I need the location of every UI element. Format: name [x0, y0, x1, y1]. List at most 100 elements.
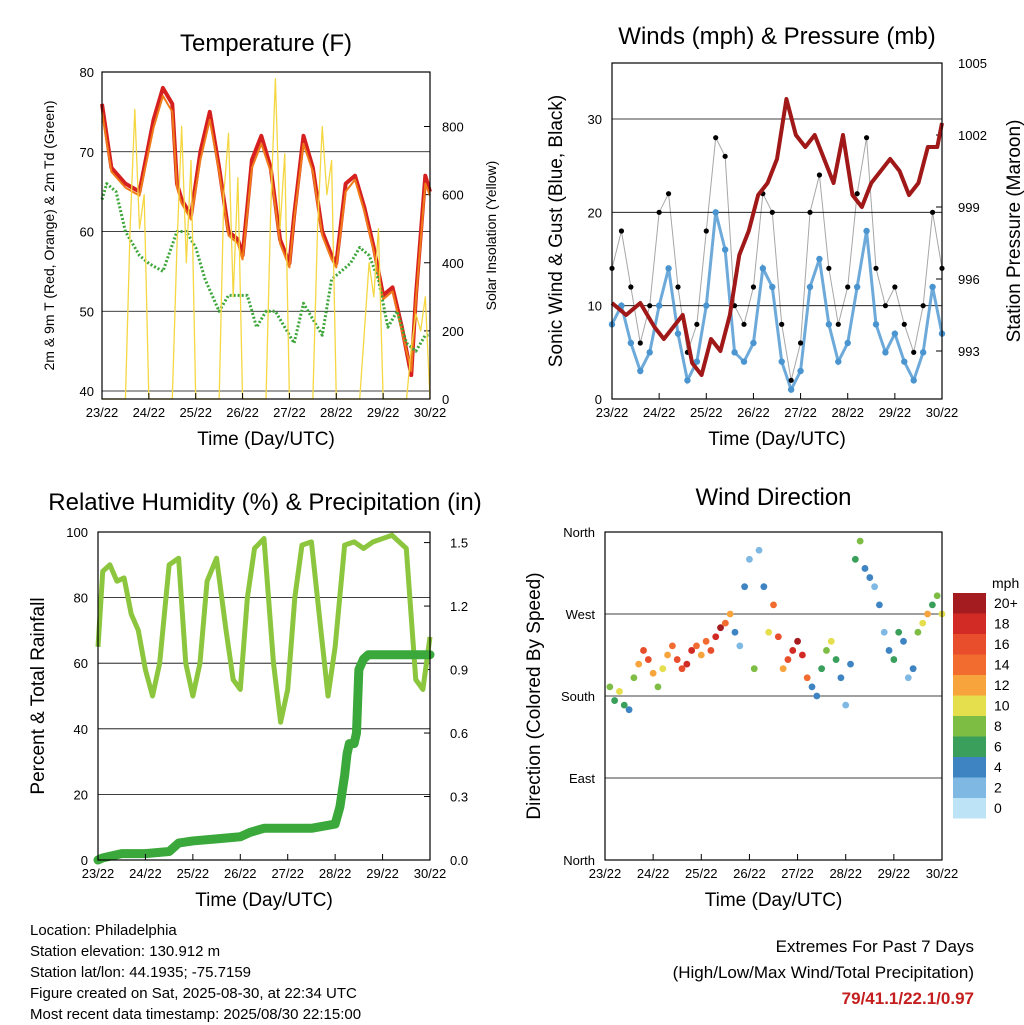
direction-point [644, 656, 652, 663]
series-wind [608, 209, 946, 394]
y-tick-label: 10 [588, 299, 602, 314]
extremes-summary: Extremes For Past 7 Days (High/Low/Max W… [673, 934, 974, 1012]
series-rh [95, 532, 433, 725]
direction-point [924, 610, 931, 618]
direction-point [770, 601, 777, 609]
direction-point [760, 583, 768, 591]
gust-point [769, 209, 775, 215]
y2-tick-label: 0.0 [450, 853, 468, 868]
direction-point [837, 674, 845, 682]
direction-point [649, 669, 657, 677]
recent-text: Most recent data timestamp: 2025/08/30 2… [30, 1006, 362, 1023]
y2-tick-label: 200 [442, 324, 464, 339]
y-tick-label: North [563, 525, 595, 540]
legend-label: 4 [994, 759, 1002, 775]
x-tick-label: 28/22 [831, 405, 864, 420]
x-tick-label: 30/22 [926, 405, 959, 420]
direction-point [890, 656, 898, 663]
y-tick-label: 100 [66, 525, 88, 540]
gust-point [845, 284, 851, 290]
direction-point [933, 592, 941, 600]
x-tick-label: 25/22 [177, 866, 210, 881]
gust-point [892, 284, 898, 290]
direction-point [827, 637, 835, 645]
y2-tick-label: 999 [958, 200, 980, 215]
gust-point [703, 228, 709, 234]
y-tick-label: East [569, 771, 595, 786]
direction-point [803, 674, 811, 682]
direction-point [664, 651, 671, 659]
gust-point [713, 135, 719, 141]
gust-point [863, 135, 870, 141]
direction-point [697, 651, 705, 659]
series-precip [93, 650, 435, 865]
y-axis-label: Sonic Wind & Gust (Blue, Black) [546, 95, 567, 367]
gust-point [797, 340, 804, 346]
gust-point [826, 265, 832, 271]
direction-point [606, 683, 614, 691]
gust-point [618, 228, 625, 234]
y2-tick-label: 600 [442, 188, 464, 203]
gust-point [722, 153, 728, 159]
x-tick-label: 24/22 [637, 866, 670, 881]
direction-point [823, 647, 830, 654]
y2-tick-label: 1005 [958, 56, 987, 71]
legend-swatch [953, 716, 986, 737]
direction-point [842, 701, 850, 709]
direction-point [669, 642, 676, 650]
direction-point [904, 674, 912, 682]
chart-title: Temperature (F) [180, 30, 352, 57]
legend-swatch [953, 757, 986, 778]
y2-axis-label: Solar Insolation (Yellow) [483, 161, 499, 311]
x-tick-label: 27/22 [273, 405, 306, 420]
x-tick-label: 26/22 [224, 866, 257, 881]
x-tick-label: 29/22 [366, 866, 399, 881]
gust-point [741, 321, 747, 327]
x-tick-label: 28/22 [319, 866, 352, 881]
direction-point [678, 665, 686, 673]
legend-swatch [953, 736, 986, 757]
plot-frame-3 [604, 531, 943, 861]
gust-point [929, 209, 936, 215]
legend-swatch [953, 654, 986, 675]
gust-point [882, 303, 889, 309]
direction-point [654, 683, 662, 691]
direction-point [765, 628, 773, 636]
plot-frame-2 [97, 531, 431, 861]
direction-point [847, 660, 854, 668]
plot-frame-1 [611, 62, 943, 400]
legend-swatch [953, 613, 986, 634]
direction-point [630, 674, 638, 682]
x-axis-label: Time (Day/UTC) [197, 429, 335, 450]
direction-point [673, 656, 681, 663]
y-axis-label: 2m & 9m T (Red, Orange) & 2m Td (Green) [41, 101, 57, 371]
gust-point [656, 209, 662, 215]
y-tick-label: South [561, 689, 595, 704]
y-tick-label: West [566, 607, 596, 622]
series-gust [609, 135, 945, 383]
x-tick-label: 29/22 [879, 405, 912, 420]
direction-point [861, 565, 869, 572]
direction-point [746, 555, 753, 563]
direction-point [683, 660, 691, 668]
legend-label: 8 [994, 718, 1002, 734]
y-tick-label: 30 [588, 112, 602, 127]
y2-tick-label: 1.2 [450, 599, 468, 614]
direction-point [731, 628, 739, 636]
direction-point [885, 647, 893, 654]
gust-point [628, 284, 634, 290]
x-tick-label: 23/22 [589, 866, 622, 881]
y2-tick-label: 996 [958, 272, 980, 287]
elevation-text: Station elevation: 130.912 m [30, 943, 221, 960]
chart-title: Relative Humidity (%) & Precipitation (i… [48, 489, 481, 516]
direction-point [808, 683, 816, 691]
legend-label: 20+ [994, 595, 1018, 611]
y2-tick-label: 1.5 [450, 536, 468, 551]
y-axis-label: Direction (Colored By Speed) [524, 572, 545, 819]
direction-point [871, 583, 878, 591]
extremes-values: 79/41.1/22.1/0.97 [841, 989, 974, 1008]
series-pressure [610, 97, 944, 377]
x-tick-label: 29/22 [878, 866, 911, 881]
y-tick-label: 70 [80, 145, 94, 160]
y2-tick-label: 1002 [958, 128, 987, 143]
